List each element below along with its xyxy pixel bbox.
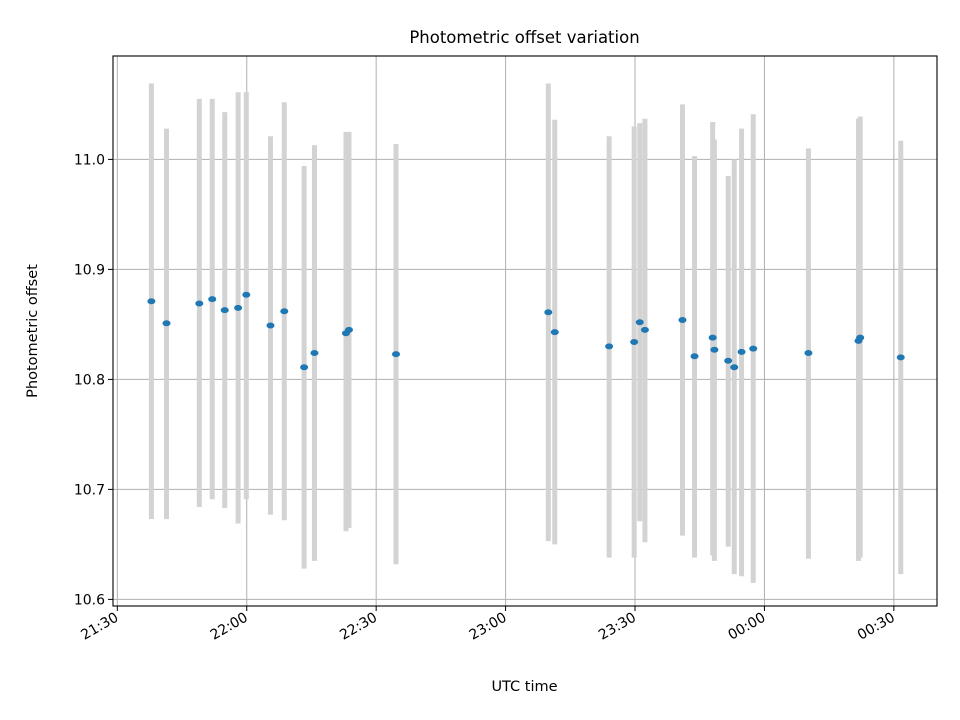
data-point: [344, 326, 353, 333]
data-point: [678, 317, 687, 323]
data-point: [544, 309, 553, 316]
x-axis-label: UTC time: [491, 679, 557, 695]
data-point: [147, 298, 156, 305]
data-point: [195, 300, 204, 307]
data-point: [710, 346, 719, 353]
data-point: [550, 329, 559, 336]
chart-title: Photometric offset variation: [409, 28, 639, 47]
data-point: [208, 296, 217, 303]
data-point: [708, 334, 717, 341]
data-point: [162, 320, 171, 327]
data-points: [147, 291, 905, 371]
data-point: [690, 353, 699, 360]
y-tick-label: 11.0: [74, 152, 105, 168]
y-tick-label: 10.6: [74, 592, 105, 608]
data-point: [737, 348, 746, 355]
y-tick-label: 10.7: [74, 482, 105, 498]
data-point: [605, 343, 614, 350]
data-point: [242, 291, 251, 298]
data-point: [896, 354, 905, 361]
plot-frame: [112, 55, 938, 607]
data-point: [630, 339, 639, 345]
data-point: [392, 351, 401, 358]
data-point: [640, 326, 649, 333]
data-point: [749, 345, 758, 352]
y-tick-label: 10.9: [74, 262, 105, 278]
data-point: [266, 322, 275, 329]
y-axis-label: Photometric offset: [25, 264, 41, 398]
data-point: [724, 357, 733, 364]
data-point: [635, 319, 644, 326]
data-point: [300, 364, 309, 371]
data-point: [280, 308, 289, 315]
data-point: [310, 350, 319, 356]
y-tick-label: 10.8: [74, 372, 105, 388]
data-point: [234, 304, 243, 311]
y-axis-ticks: 10.6 10.7 10.8 10.9 11.0: [74, 152, 113, 608]
data-point: [856, 334, 865, 341]
data-point: [804, 350, 813, 356]
data-point: [220, 307, 229, 314]
data-point: [730, 364, 739, 371]
